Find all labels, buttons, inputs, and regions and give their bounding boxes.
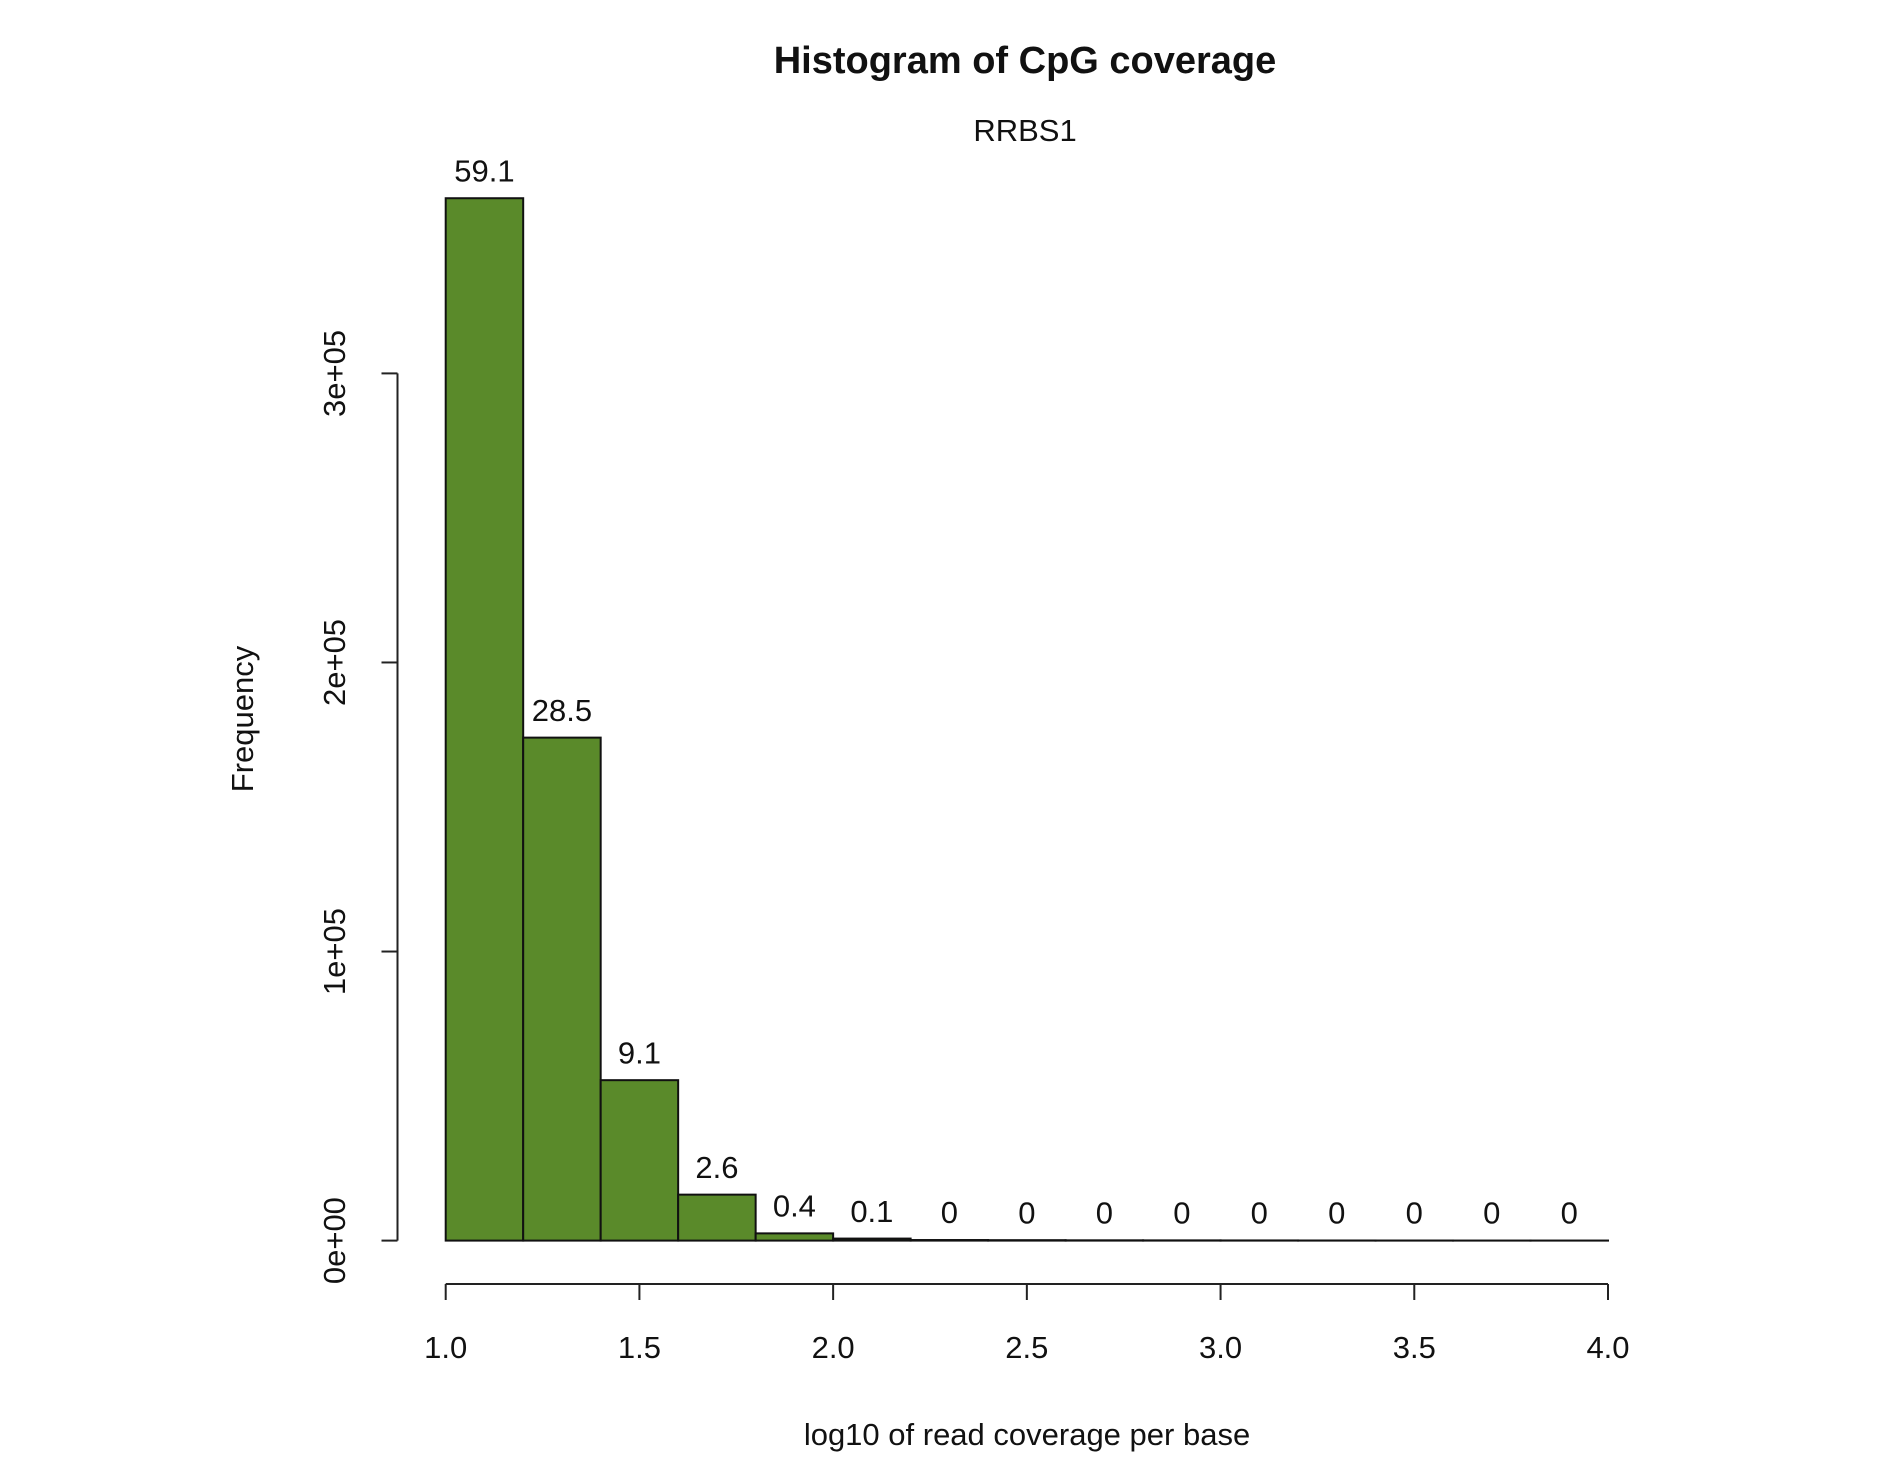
bar xyxy=(754,1232,835,1242)
bar xyxy=(522,736,602,1242)
y-tick-label: 1e+05 xyxy=(317,908,352,995)
x-tick-label: 1.5 xyxy=(618,1330,661,1365)
value-label: 0 xyxy=(1483,1196,1500,1231)
x-tick-label: 1.0 xyxy=(424,1330,467,1365)
value-label: 0 xyxy=(1406,1196,1423,1231)
y-axis-label: Frequency xyxy=(225,645,260,792)
bar xyxy=(599,1079,680,1242)
value-label: 0 xyxy=(1018,1195,1035,1230)
value-label: 59.1 xyxy=(454,153,514,188)
bar xyxy=(677,1193,757,1242)
y-tick-label: 3e+05 xyxy=(317,330,352,417)
bar xyxy=(444,197,525,1242)
x-tick-label: 2.5 xyxy=(1005,1330,1048,1365)
y-tick-label: 0e+00 xyxy=(317,1197,352,1284)
value-label: 0 xyxy=(1561,1196,1578,1231)
x-tick-label: 3.5 xyxy=(1393,1330,1436,1365)
bar xyxy=(909,1239,990,1242)
value-label: 0 xyxy=(1096,1195,1113,1230)
y-tick-label: 2e+05 xyxy=(317,619,352,706)
value-label: 2.6 xyxy=(695,1150,738,1185)
x-axis-label: log10 of read coverage per base xyxy=(804,1417,1250,1452)
value-label: 0 xyxy=(1328,1196,1345,1231)
value-label: 0.4 xyxy=(773,1189,816,1224)
value-label: 9.1 xyxy=(618,1035,661,1070)
x-tick-label: 3.0 xyxy=(1199,1330,1242,1365)
value-label: 0 xyxy=(1251,1196,1268,1231)
value-label: 0.1 xyxy=(850,1194,893,1229)
value-label: 0 xyxy=(1173,1196,1190,1231)
chart-title: Histogram of CpG coverage xyxy=(774,40,1277,82)
value-label: 28.5 xyxy=(532,693,592,728)
x-tick-label: 2.0 xyxy=(812,1330,855,1365)
chart-subtitle: RRBS1 xyxy=(973,113,1076,148)
value-label: 0 xyxy=(941,1195,958,1230)
bar xyxy=(832,1237,912,1242)
x-tick-label: 4.0 xyxy=(1586,1330,1629,1365)
